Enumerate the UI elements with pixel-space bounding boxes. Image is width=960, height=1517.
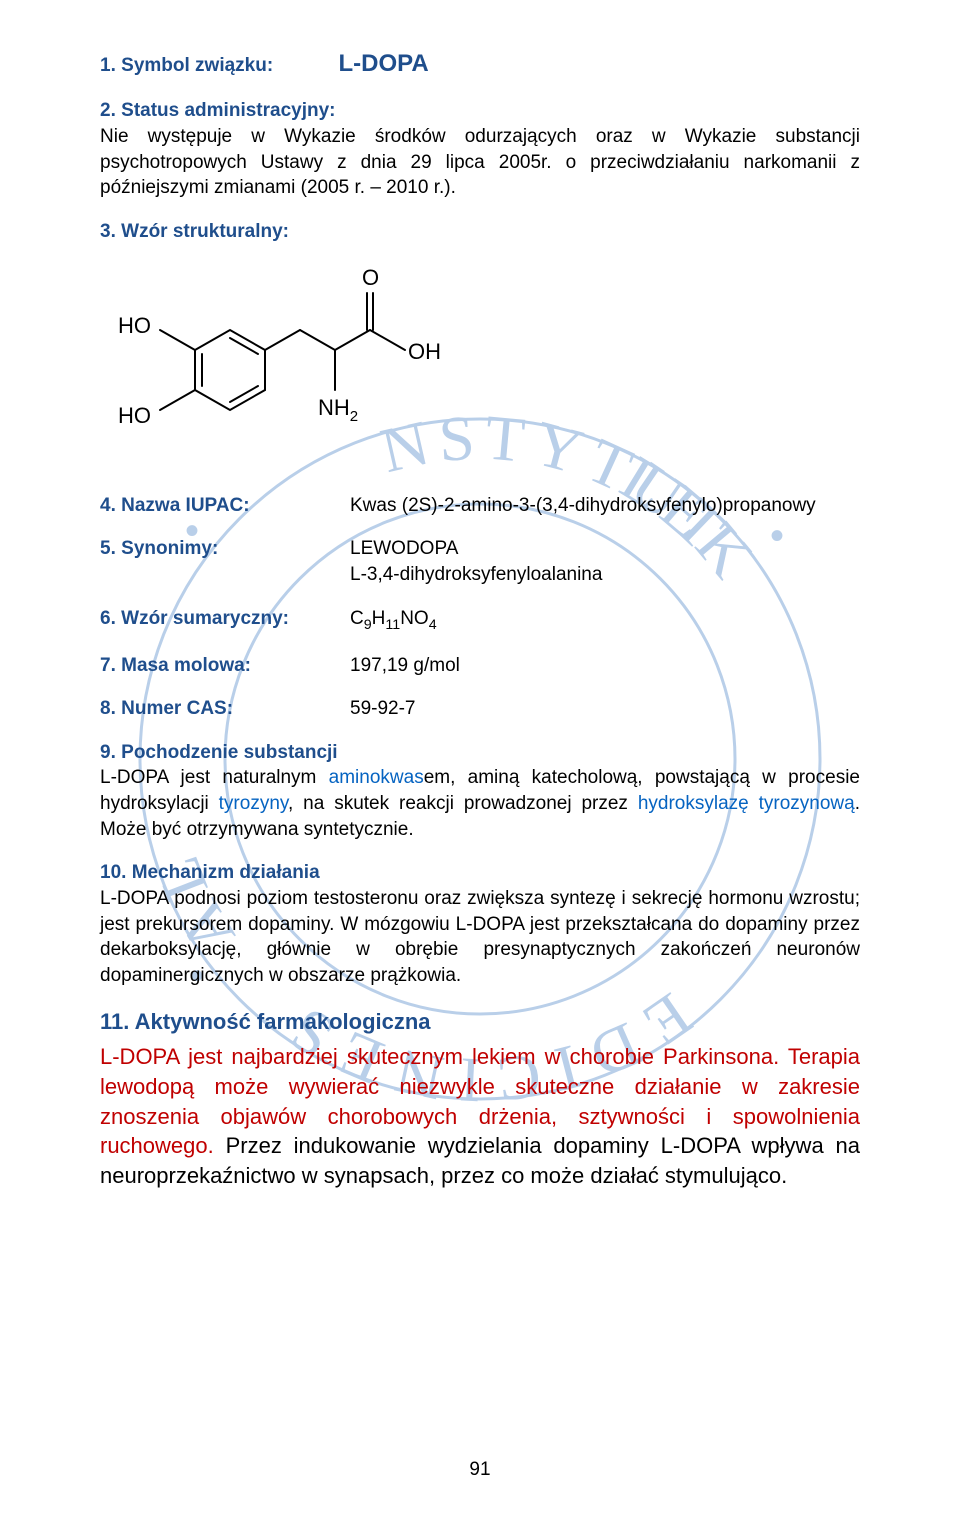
svg-text:NH2: NH2 bbox=[318, 395, 358, 425]
section-9: 9. Pochodzenie substancji L-DOPA jest na… bbox=[100, 740, 860, 843]
page-content: 1. Symbol związku: L-DOPA 2. Status admi… bbox=[0, 0, 960, 1191]
section-6: 6. Wzór sumaryczny: C9H11NO4 bbox=[100, 606, 860, 635]
section-7: 7. Masa molowa: 197,19 g/mol bbox=[100, 653, 860, 679]
section-11-body: L-DOPA jest najbardziej skutecznym lekie… bbox=[100, 1042, 860, 1190]
s2-num: 2. bbox=[100, 100, 116, 121]
link-tyrozyny[interactable]: tyrozyny bbox=[219, 793, 288, 814]
section-1-title: 1. Symbol związku: L-DOPA bbox=[100, 48, 860, 80]
s3-label: Wzór strukturalny: bbox=[121, 221, 289, 242]
page-number: 91 bbox=[0, 1459, 960, 1481]
molar-mass: 197,19 g/mol bbox=[350, 653, 860, 679]
s11-black: Przez indukowanie wydzielania dopaminy L… bbox=[100, 1133, 860, 1188]
s3-num: 3. bbox=[100, 221, 116, 242]
section-2: 2. Status administracyjny: Nie występuje… bbox=[100, 98, 860, 201]
link-hydroksylaze[interactable]: hydroksylazę tyrozynową bbox=[638, 793, 855, 814]
synonyms: LEWODOPA L-3,4-dihydroksyfenyloalanina bbox=[350, 536, 860, 587]
svg-text:HO: HO bbox=[118, 403, 151, 428]
molecular-formula: C9H11NO4 bbox=[350, 606, 860, 635]
s2-body: Nie występuje w Wykazie środków odurzają… bbox=[100, 126, 860, 198]
iupac-name: Kwas (2S)-2-amino-3-(3,4-dihydroksyfenyl… bbox=[350, 493, 860, 519]
s1-label: Symbol związku: bbox=[121, 55, 273, 76]
svg-text:HO: HO bbox=[118, 313, 151, 338]
s1-num: 1. bbox=[100, 55, 116, 76]
section-10: 10. Mechanizm działania L-DOPA podnosi p… bbox=[100, 860, 860, 988]
svg-text:OH: OH bbox=[408, 339, 441, 364]
section-5: 5. Synonimy: LEWODOPA L-3,4-dihydroksyfe… bbox=[100, 536, 860, 587]
section-8: 8. Numer CAS: 59-92-7 bbox=[100, 696, 860, 722]
section-11-title: 11. Aktywność farmakologiczna bbox=[100, 1007, 860, 1037]
link-aminokwas[interactable]: aminokwas bbox=[329, 767, 424, 788]
s2-label: Status administracyjny: bbox=[121, 100, 335, 121]
section-3-title: 3. Wzór strukturalny: bbox=[100, 219, 860, 245]
s10-body: L-DOPA podnosi poziom testosteronu oraz … bbox=[100, 888, 860, 986]
svg-text:O: O bbox=[362, 265, 379, 290]
section-4: 4. Nazwa IUPAC: Kwas (2S)-2-amino-3-(3,4… bbox=[100, 493, 860, 519]
chemical-structure: HO HO O OH NH2 bbox=[100, 255, 860, 465]
cas-number: 59-92-7 bbox=[350, 696, 860, 722]
compound-name: L-DOPA bbox=[338, 50, 428, 77]
